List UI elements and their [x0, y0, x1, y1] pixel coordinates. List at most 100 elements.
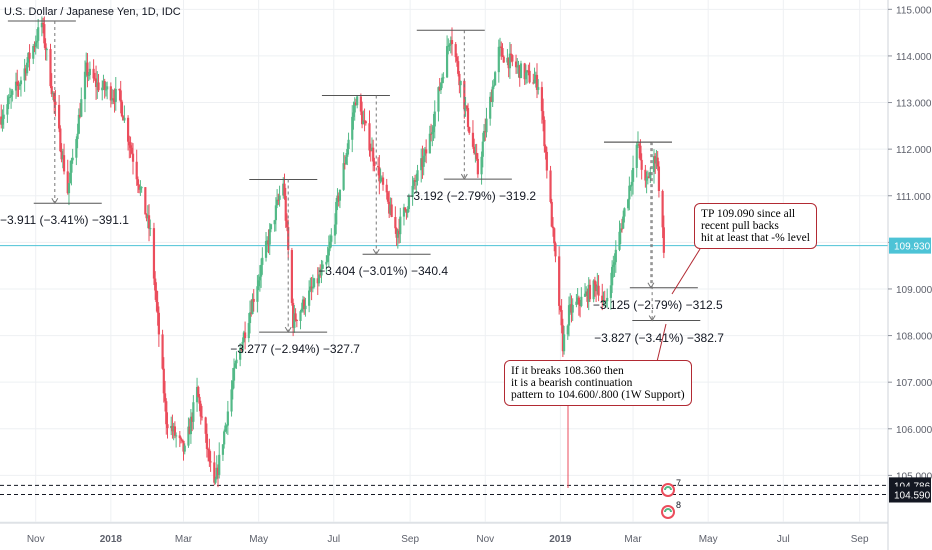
candle	[597, 275, 600, 302]
candle-body	[293, 313, 296, 328]
candle	[566, 324, 569, 340]
candle	[344, 152, 348, 165]
candle	[163, 380, 167, 412]
candle	[138, 184, 141, 194]
time-tick-label: Nov	[476, 534, 494, 545]
candle-body	[415, 180, 418, 182]
candle	[179, 436, 183, 444]
candle-body	[629, 185, 632, 187]
candle	[303, 296, 306, 315]
candle-body	[468, 127, 471, 133]
candle	[311, 274, 314, 293]
candle-body	[269, 224, 273, 230]
candle	[178, 431, 181, 448]
candle	[534, 71, 537, 88]
candle	[655, 150, 658, 169]
candle	[106, 81, 109, 100]
candle	[638, 142, 641, 159]
candle-body	[583, 293, 587, 297]
candle	[622, 210, 625, 230]
candle-body	[175, 435, 178, 437]
candle	[433, 100, 436, 139]
candle-body	[524, 72, 528, 80]
candle	[76, 123, 79, 149]
candle-body	[205, 433, 209, 449]
candle-body	[200, 416, 204, 418]
candle	[25, 57, 29, 76]
candle-body	[267, 240, 270, 245]
marker-circle	[661, 483, 675, 497]
candle-body	[619, 228, 622, 232]
candle	[325, 255, 328, 273]
candle-body	[199, 403, 202, 417]
candle-body	[397, 230, 401, 235]
candle-body	[60, 151, 63, 160]
candle	[241, 337, 244, 354]
candle	[162, 357, 165, 403]
candle-body	[149, 228, 152, 230]
time-tick-label: Jul	[327, 534, 340, 545]
candle	[67, 183, 71, 206]
price-axis[interactable]: 105.000106.000107.000108.000109.000110.0…	[887, 0, 932, 550]
candle	[200, 405, 204, 421]
candle-body	[558, 256, 561, 306]
candle-body	[250, 312, 253, 315]
candle	[438, 78, 441, 92]
candle-body	[62, 155, 66, 172]
candle-body	[126, 117, 130, 142]
candle-body	[422, 155, 425, 167]
candle	[139, 180, 142, 197]
candle	[360, 101, 364, 129]
candle	[532, 73, 535, 85]
candle-body	[106, 86, 109, 90]
marker-8-icon[interactable]: 8	[661, 500, 681, 519]
candle	[343, 155, 346, 170]
candle	[316, 267, 319, 296]
candle-body	[613, 262, 616, 265]
tp-annotation[interactable]: TP 109.090 since all recent pull backs h…	[694, 203, 817, 249]
candle-body	[481, 141, 484, 157]
candle	[570, 295, 573, 323]
candle	[517, 60, 520, 78]
candle-body	[197, 386, 200, 397]
candle	[240, 347, 243, 352]
candle	[317, 267, 321, 287]
time-axis[interactable]: Nov 2018 Mar May Jul Sep Nov 2019 Mar May Jul Sep	[0, 522, 888, 545]
candle-body	[77, 114, 80, 134]
candle	[335, 197, 338, 235]
candle	[413, 174, 417, 190]
candle-body	[161, 334, 164, 369]
candle-body	[224, 425, 227, 432]
candle-body	[527, 70, 530, 72]
candle-body	[221, 444, 225, 455]
candle-body	[437, 87, 440, 112]
candle-body	[576, 297, 579, 302]
candle-body	[170, 425, 173, 429]
candle-body	[549, 170, 552, 202]
measure-tool	[603, 141, 698, 289]
candle	[208, 438, 211, 467]
breakdown-annotation[interactable]: If it breaks 108.360 then it is a bearis…	[504, 360, 692, 406]
candle	[508, 42, 511, 79]
candle-body	[152, 228, 156, 279]
candle	[630, 170, 633, 197]
measure-label: −3.404 (−3.01%) −340.4	[318, 264, 449, 279]
candle-body	[257, 280, 260, 287]
candle	[300, 302, 303, 313]
price-axis-background	[888, 0, 932, 550]
candle	[578, 299, 582, 318]
measure-tool	[249, 178, 328, 334]
candle-body	[128, 141, 131, 146]
candle-body	[656, 157, 659, 167]
candle-body	[260, 264, 263, 277]
candle	[66, 159, 69, 195]
candle-body	[373, 161, 376, 167]
candle	[260, 258, 263, 288]
candle-body	[183, 445, 186, 452]
marker-7-icon[interactable]: 7	[661, 478, 681, 497]
candle-body	[441, 77, 444, 84]
candle-body	[129, 145, 132, 148]
candle	[71, 148, 74, 164]
candle-body	[592, 280, 595, 300]
